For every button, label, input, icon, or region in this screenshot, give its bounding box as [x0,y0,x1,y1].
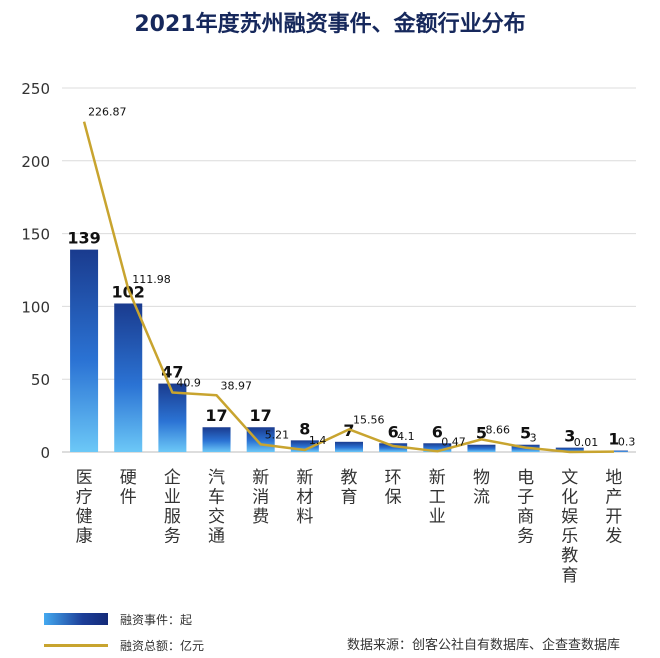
line-value-label: 15.56 [353,413,385,426]
bar-value-label: 6 [388,422,399,441]
y-tick-label: 100 [21,298,50,316]
x-tick-label: 新材料 [296,468,313,527]
x-tick-label: 环保 [385,468,402,508]
line-value-label: 0.3 [618,436,636,449]
bar-value-label: 17 [205,406,227,425]
line-value-label: 111.98 [132,273,171,286]
bar-value-label: 8 [299,419,310,438]
bar [158,383,187,452]
x-tick-label: 地产开发 [605,468,622,547]
line-value-label: 5.21 [265,428,290,441]
bar [379,443,408,452]
bar [335,441,363,452]
line-value-label: 38.97 [221,379,253,392]
legend-item-amount: 融资总额：亿元 [44,632,204,658]
x-tick-label: 物流 [473,468,490,508]
line-labels: 226.87 111.98 40.9 38.97 5.21 1.4 15.56 4.1 0.47… [88,106,635,449]
x-tick-label: 文化娱乐教育 [561,468,578,586]
bar [467,444,496,452]
bar [114,303,143,452]
bar [555,447,584,452]
bar [70,249,99,452]
legend: 融资事件：起 融资总额：亿元 [44,606,204,658]
bar [246,427,275,452]
y-tick-label: 0 [40,444,50,462]
legend-item-events: 融资事件：起 [44,606,204,632]
line-value-label: 4.1 [397,430,415,443]
line-value-label: 0.47 [441,435,466,448]
bar-value-label: 139 [67,229,100,248]
grid [62,87,636,453]
y-tick-label: 250 [21,80,50,98]
bar [202,427,231,452]
bar-value-label: 5 [476,424,487,443]
legend-swatch-line [44,643,108,647]
line-value-label: 3 [530,432,537,445]
bar-value-label: 5 [520,424,531,443]
line-value-label: 8.66 [485,423,510,436]
line-value-label: 1.4 [309,434,327,447]
legend-label-amount: 融资总额：亿元 [120,638,205,653]
x-tick-label: 医疗健康 [76,468,93,547]
chart-title: 2021年度苏州融资事件、金额行业分布 [134,12,526,37]
legend-label-events: 融资事件：起 [120,612,193,627]
data-source: 数据来源：创客公社自有数据库、企查查数据库 [346,638,620,653]
line-series [82,121,614,454]
legend-swatch-bar [44,613,108,625]
x-tick-label: 新工业 [429,468,446,527]
x-tick-label: 企业服务 [164,468,181,547]
line-value-label: 226.87 [88,106,127,119]
bar-value-label: 17 [250,406,272,425]
line-value-label: 40.9 [176,376,201,389]
bar [290,440,319,452]
bar [423,443,452,452]
x-tick-label: 汽车交通 [208,468,225,547]
bar-value-label: 6 [432,422,443,441]
y-tick-label: 150 [21,226,50,244]
bar-value-label: 1 [608,430,619,449]
bar-value-label: 3 [564,427,575,446]
bars [70,249,628,452]
x-tick-label: 硬件 [120,468,137,508]
y-axis-ticks: 0 50 100 150 200 250 [21,80,50,462]
y-tick-label: 50 [31,371,50,389]
x-tick-label: 教育 [341,468,358,508]
x-tick-label: 电子商务 [517,468,534,547]
x-tick-label: 新消费 [252,468,269,527]
y-tick-label: 200 [21,153,50,171]
line-series-path [82,121,614,454]
bar [599,450,628,452]
line-value-label: 0.01 [574,436,599,449]
